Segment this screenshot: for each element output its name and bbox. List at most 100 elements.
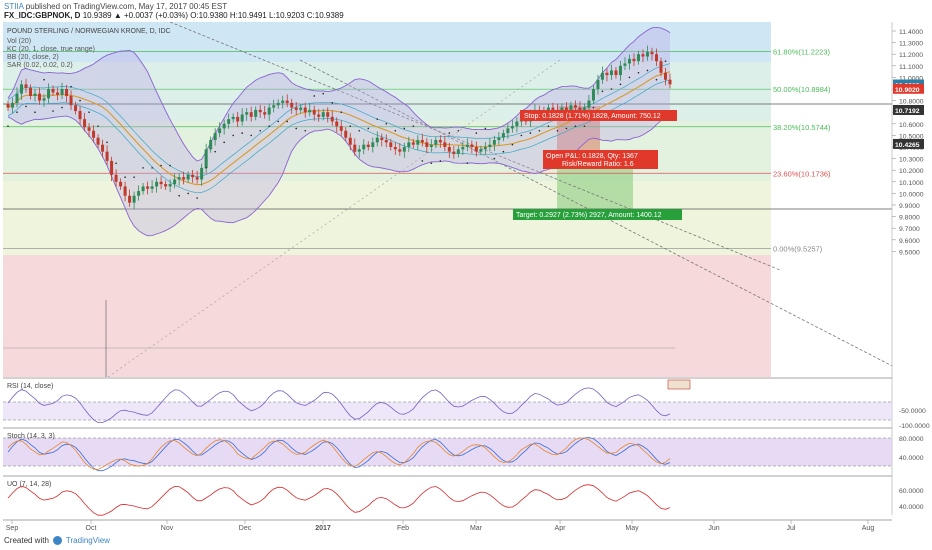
sar-dot <box>367 127 370 130</box>
sar-dot <box>205 167 207 169</box>
sar-dot <box>178 194 180 197</box>
price-label: 10.7192 <box>895 108 920 115</box>
candle-body <box>353 144 357 152</box>
y-tick-label: 9.9000 <box>899 203 920 210</box>
fib-label-2: 38.20%(10.5744) <box>773 123 831 132</box>
sar-dot <box>70 85 72 88</box>
sar-dot <box>25 105 27 108</box>
candle-body <box>218 128 222 134</box>
author-link[interactable]: STIIA <box>4 2 24 11</box>
candle-body <box>335 121 339 127</box>
panel-tick-label: 80.0000 <box>899 436 924 443</box>
stop-label-box <box>520 110 677 121</box>
candle-body <box>92 130 96 138</box>
symbol-label[interactable]: FX_IDC:GBPNOK, D <box>4 11 81 20</box>
time-axis[interactable]: Sep Oct Nov Dec 2017 Feb Mar Apr May Jun Jul Aug <box>6 520 875 532</box>
sar-dot <box>601 90 604 93</box>
sar-dot <box>610 88 613 90</box>
panel-band <box>3 438 892 466</box>
candle-body <box>209 140 213 150</box>
legend-bb: BB (20, close, 2) <box>7 54 59 61</box>
sar-dot <box>556 129 559 132</box>
candle-body <box>479 149 483 152</box>
candle-body <box>299 107 303 110</box>
candle-body <box>87 127 91 131</box>
candle-body <box>213 133 217 141</box>
tradingview-link[interactable]: TradingView <box>65 536 110 545</box>
candle-body <box>339 126 343 131</box>
sar-dot <box>421 160 424 162</box>
sar-dot <box>61 106 63 109</box>
indicator-panels: RSI (14, close) -50.0000 -100.0000 Stoch (1… <box>3 377 930 521</box>
candle-body <box>141 186 145 192</box>
sar-dot <box>655 78 658 81</box>
candle-body <box>258 109 262 113</box>
candle-body <box>560 107 564 113</box>
legend-sar: SAR (0.02, 0.02, 0.2) <box>7 62 73 69</box>
y-tick-label: 9.8000 <box>899 215 920 222</box>
candle-body <box>164 184 168 187</box>
position-tool[interactable]: Stop: 0.1828 (1.71%) 1828, Amount: 750.1… <box>513 110 691 390</box>
sar-dot <box>187 192 189 195</box>
candle-body <box>330 116 334 122</box>
y-tick-label: 11.1000 <box>899 64 923 71</box>
candle-body <box>285 100 289 103</box>
candle-body <box>344 130 348 138</box>
chart-legend: POUND STERLING / NORWEGIAN KRONE, D, IDC… <box>7 28 171 69</box>
candle-body <box>123 186 127 196</box>
sar-dot <box>142 167 144 169</box>
candle-body <box>317 114 321 117</box>
candle-body <box>182 177 186 180</box>
candle-body <box>150 186 154 189</box>
candle-body <box>443 142 447 147</box>
open-label: Open P&L: 0.1828, Qty: 1367 <box>546 153 638 160</box>
candle-body <box>263 112 267 115</box>
candle-body <box>501 133 505 138</box>
price-label-box <box>893 138 924 149</box>
sar-dot <box>259 129 261 132</box>
candle-body <box>659 61 663 73</box>
candle-body <box>582 107 586 110</box>
candle-body <box>267 107 271 115</box>
sar-dot <box>43 78 45 81</box>
candle-body <box>249 112 253 117</box>
candle-body <box>402 147 406 152</box>
sar-dot <box>79 99 81 102</box>
x-tick-label: May <box>625 525 639 532</box>
candle-body <box>227 119 231 124</box>
candle-body <box>326 112 330 117</box>
candle-body <box>438 140 442 143</box>
candle-body <box>6 104 10 108</box>
sar-dot <box>547 125 550 127</box>
sar-dot <box>277 120 280 123</box>
candle-body <box>384 140 388 143</box>
candle-body <box>96 137 100 145</box>
sar-dot <box>160 164 162 167</box>
sar-dot <box>88 111 90 113</box>
created-with: Created with <box>4 536 49 545</box>
sar-dot <box>628 76 631 79</box>
candle-body <box>245 112 249 115</box>
candle-body <box>200 167 204 180</box>
candle-body <box>407 142 411 147</box>
price-label-box <box>893 83 924 94</box>
sar-dot <box>394 129 397 132</box>
candle-body <box>600 72 604 80</box>
candle-body <box>515 121 519 127</box>
x-tick-label: Sep <box>6 525 19 532</box>
panel-tick-label: -50.0000 <box>899 408 926 415</box>
candle-body <box>569 105 573 110</box>
sar-dot <box>340 111 343 113</box>
candle-body <box>389 142 393 147</box>
y-tick-label: 11.0000 <box>899 75 923 82</box>
fib-label-4: 0.00%(9.5257) <box>773 244 823 253</box>
legend-kc: KC (20, 1, close, true range) <box>7 46 95 53</box>
sar-dot <box>565 127 568 130</box>
y-tick-label: 9.5000 <box>899 249 920 256</box>
candle-body <box>146 186 150 189</box>
sar-dot <box>295 127 298 130</box>
trendline-3 <box>107 59 561 377</box>
candle-body <box>254 109 258 117</box>
